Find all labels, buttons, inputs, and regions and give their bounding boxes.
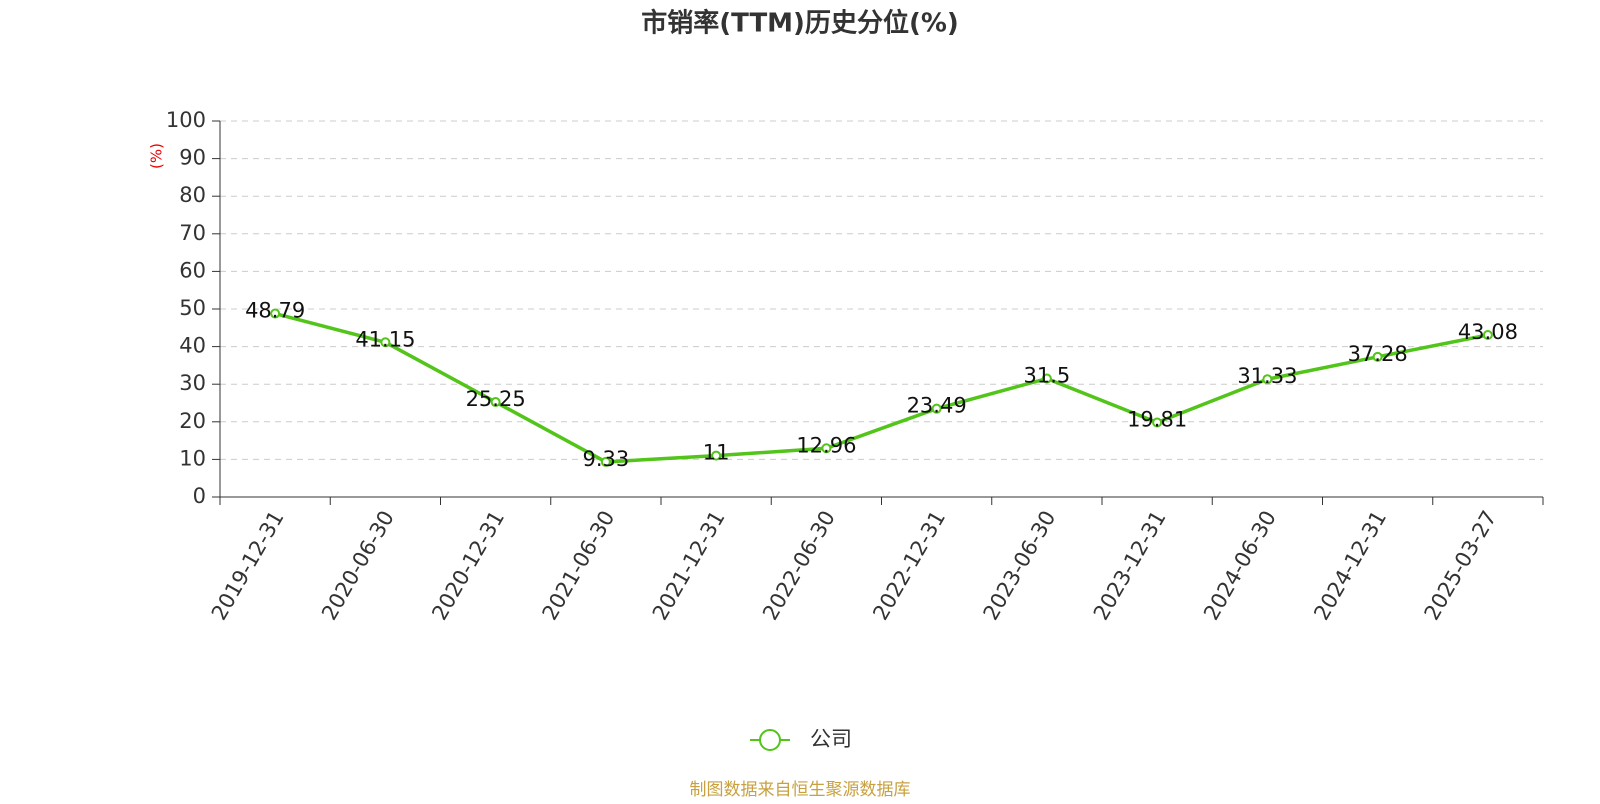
data-label: 23.49: [907, 394, 967, 418]
y-tick-label: 70: [179, 221, 206, 245]
data-label: 25.25: [466, 387, 526, 411]
point: [270, 308, 281, 319]
legend-marker: [759, 729, 781, 751]
data-label: 43.08: [1458, 320, 1518, 344]
data-label: 12.96: [796, 433, 856, 457]
x-tick-label: 2023-06-30: [979, 507, 1061, 625]
y-tick-label: 40: [179, 334, 206, 358]
y-tick-label: 90: [179, 146, 206, 170]
data-label: 41.15: [355, 327, 415, 351]
point: [1262, 374, 1273, 385]
x-tick-label: 2025-03-27: [1420, 507, 1502, 625]
y-tick-label: 10: [179, 446, 206, 470]
legend-label: 公司: [810, 727, 852, 751]
x-tick-label: 2022-12-31: [868, 507, 950, 625]
point: [1041, 373, 1052, 384]
line: [274, 311, 1489, 464]
point: [821, 443, 832, 454]
point: [711, 450, 722, 461]
data-label: 31.33: [1237, 364, 1297, 388]
y-tick-label: 80: [179, 183, 206, 207]
y-tick-label: 0: [193, 484, 206, 508]
x-tick-label: 2022-06-30: [758, 507, 840, 625]
point: [1372, 351, 1383, 362]
source-note: 制图数据来自恒生聚源数据库: [690, 780, 911, 800]
data-label: 19.81: [1127, 408, 1187, 432]
point: [1482, 330, 1493, 341]
y-axis-label: (%): [148, 143, 166, 169]
data-label: 48.79: [245, 299, 305, 323]
x-tick-label: 2024-06-30: [1199, 507, 1281, 625]
x-tick-label: 2019-12-31: [207, 507, 289, 625]
chart-title: 市销率(TTM)历史分位(%): [641, 8, 959, 39]
x-tick-label: 2021-06-30: [538, 507, 620, 625]
y-tick-label: 50: [179, 296, 206, 320]
data-label: 11: [703, 441, 730, 465]
point: [490, 397, 501, 408]
y-tick-label: 30: [179, 371, 206, 395]
y-tick-label: 100: [166, 108, 206, 132]
data-label: 9.33: [582, 447, 629, 471]
x-tick-label: 2020-06-30: [317, 507, 399, 625]
x-tick-label: 2021-12-31: [648, 507, 730, 625]
y-tick-label: 60: [179, 258, 206, 282]
point: [931, 403, 942, 414]
point: [380, 337, 391, 348]
data-label: 31.5: [1023, 364, 1070, 388]
x-tick-label: 2024-12-31: [1309, 507, 1391, 625]
point: [1152, 417, 1163, 428]
x-tick-label: 2020-12-31: [427, 507, 509, 625]
data-label: 37.28: [1348, 342, 1408, 366]
point: [600, 456, 611, 467]
x-tick-label: 2023-12-31: [1089, 507, 1171, 625]
y-tick-label: 20: [179, 409, 206, 433]
